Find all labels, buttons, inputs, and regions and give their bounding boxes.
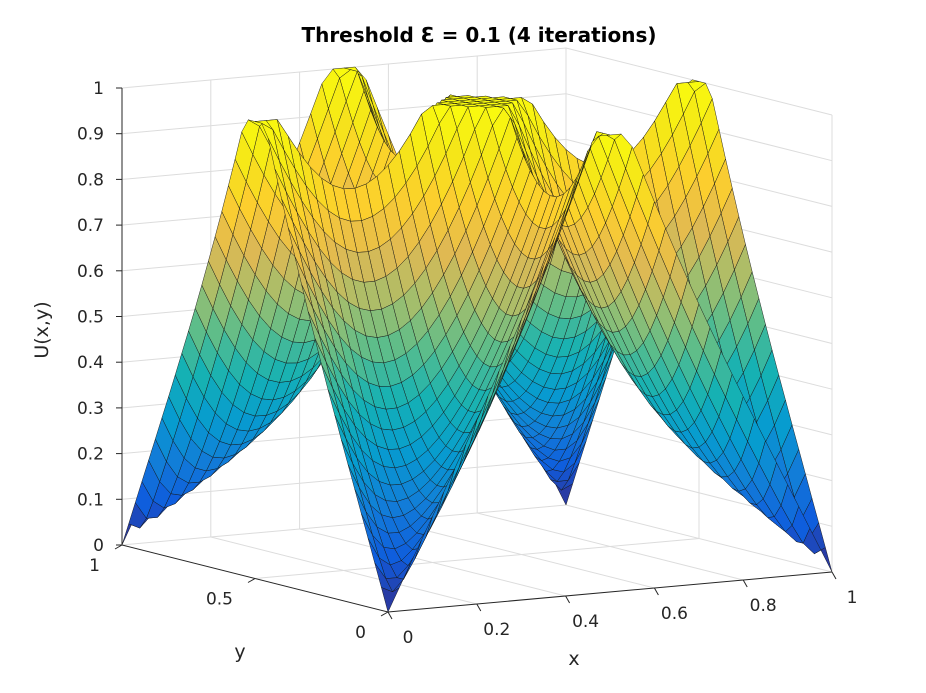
surface-mesh [121, 66, 833, 613]
x-tick-mark [387, 611, 393, 620]
z-tick-label: 1 [93, 79, 104, 99]
x-axis-line [387, 571, 833, 613]
surface-patch [381, 587, 400, 613]
z-tick-label: 0.1 [77, 490, 104, 510]
y-tick-mark [380, 611, 389, 617]
x-tick-mark [565, 595, 571, 604]
y-tick-mark [114, 544, 123, 550]
z-tick-label: 0 [93, 536, 104, 556]
x-tick-label: 1 [847, 588, 858, 608]
z-tick-label: 0.3 [77, 399, 104, 419]
z-tick-label: 0.5 [77, 308, 104, 328]
z-tick-label: 0.4 [77, 353, 104, 373]
z-tick-label: 0.8 [77, 170, 104, 190]
z-tick-label: 0.9 [77, 125, 104, 145]
x-tick-label: 0.6 [661, 604, 688, 624]
axis-ticks: 00.10.20.30.40.50.60.70.80.910 0.2 0.4 0.6 0… [77, 79, 857, 648]
y-tick-label: 0.5 [206, 590, 233, 610]
y-tick-label: 0 [355, 623, 366, 643]
y-tick-label: 1 [89, 556, 100, 576]
z-axis-label: U(x,y) [31, 301, 53, 358]
x-tick-label: 0.8 [750, 596, 777, 616]
y-tick-mark [247, 578, 256, 583]
z-tick-label: 0.2 [77, 445, 104, 465]
x-tick-label: 0.4 [572, 612, 599, 632]
x-tick-mark [742, 579, 748, 588]
x-tick-label: 0 [403, 628, 414, 648]
z-tick-label: 0.6 [77, 262, 104, 282]
x-axis-label: x [568, 648, 579, 670]
chart-title: Threshold Ɛ = 0.1 (4 iterations) [301, 23, 656, 47]
x-tick-mark [476, 603, 482, 612]
y-axis-label: y [234, 641, 245, 663]
x-tick-mark [831, 571, 837, 580]
y-axis-line [121, 544, 389, 613]
x-tick-label: 0.2 [483, 620, 510, 640]
z-tick-label: 0.7 [77, 216, 104, 236]
x-tick-mark [653, 587, 659, 596]
